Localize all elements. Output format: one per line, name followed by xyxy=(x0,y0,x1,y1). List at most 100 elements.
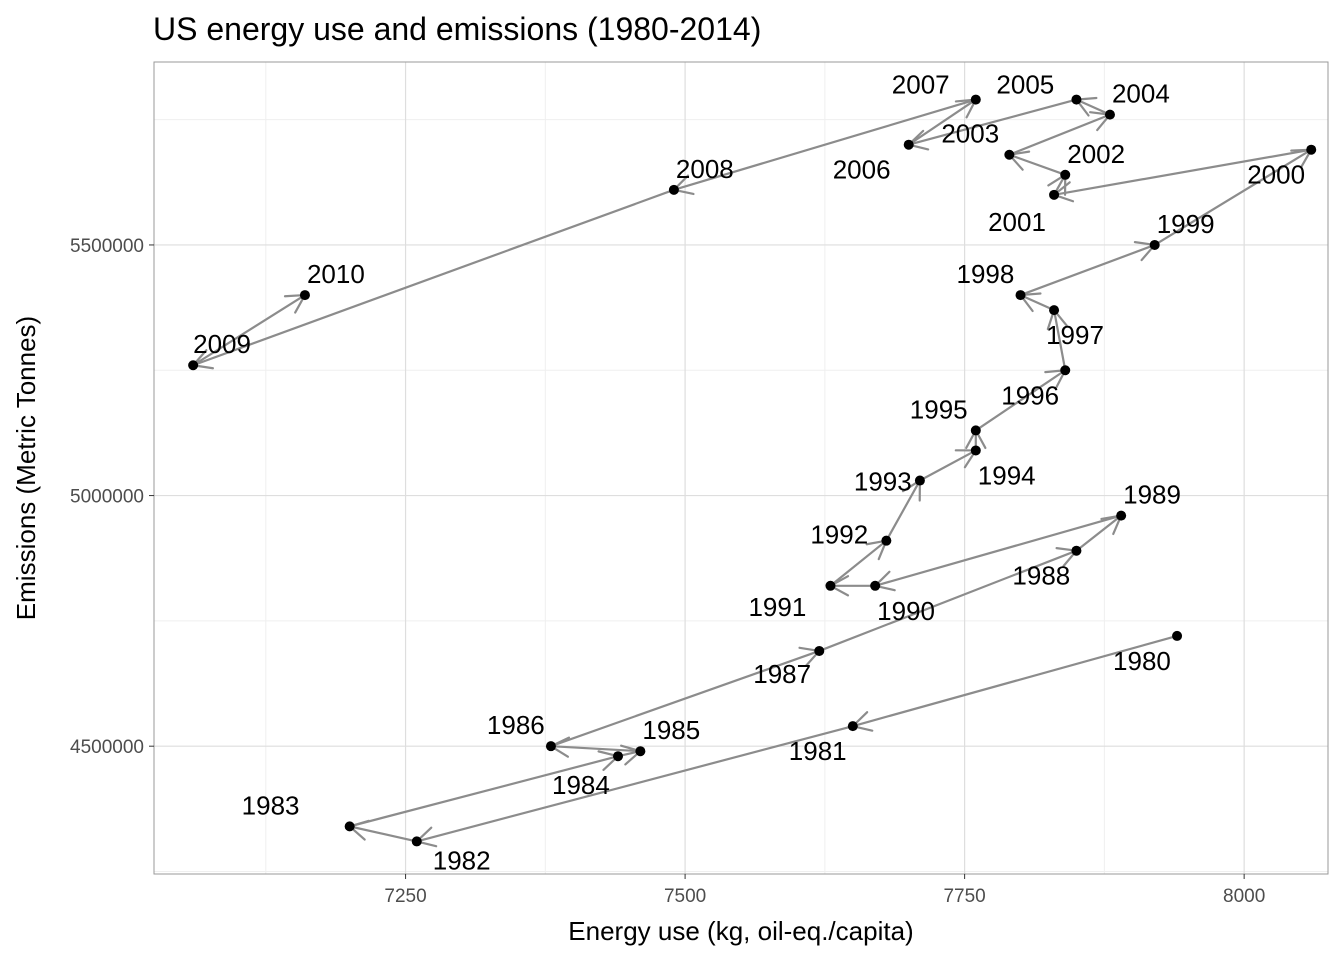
data-label: 1990 xyxy=(877,596,935,626)
data-label: 1980 xyxy=(1113,646,1171,676)
data-point xyxy=(668,184,679,195)
path-segment xyxy=(818,549,1078,653)
y-tick-label: 5000000 xyxy=(70,487,144,508)
path-segment xyxy=(907,98,977,146)
path-segment xyxy=(1019,243,1156,297)
data-point xyxy=(545,741,556,752)
data-label: 1999 xyxy=(1157,209,1215,239)
data-label: 2003 xyxy=(941,119,999,149)
data-label: 1981 xyxy=(789,736,847,766)
path-segment xyxy=(1075,514,1123,552)
path-segment xyxy=(907,98,1078,146)
data-label: 1985 xyxy=(642,715,700,745)
data-label: 1998 xyxy=(957,259,1015,289)
data-point xyxy=(870,580,881,591)
data-point xyxy=(1116,510,1127,521)
data-point xyxy=(1149,239,1160,250)
data-label: 2009 xyxy=(193,329,251,359)
data-point xyxy=(970,425,981,436)
path-segment xyxy=(851,634,1179,728)
data-label: 1986 xyxy=(487,710,545,740)
x-tick-label: 8000 xyxy=(1223,886,1265,907)
data-point xyxy=(914,475,925,486)
panel-border xyxy=(153,61,1329,875)
data-point xyxy=(1172,630,1183,641)
data-label: 1991 xyxy=(748,592,806,622)
ticks-layer: 7250 7500 7750 8000 4500000 5000000 5500000 xyxy=(70,236,1265,907)
labels-layer: 1980 1981 1982 1983 1984 1985 1986 1987 1988 1989… xyxy=(193,70,1305,876)
data-label: 1996 xyxy=(1001,380,1059,410)
data-label: 1988 xyxy=(1012,561,1070,591)
y-tick-label: 4500000 xyxy=(70,737,144,758)
data-label: 1987 xyxy=(753,659,811,689)
data-point xyxy=(970,445,981,456)
path-segment xyxy=(415,725,854,843)
points-layer xyxy=(188,94,1317,847)
data-label: 2007 xyxy=(892,70,950,100)
path-segment xyxy=(348,825,418,843)
data-label: 1982 xyxy=(433,845,491,875)
data-point xyxy=(188,360,199,371)
data-point xyxy=(1306,144,1317,155)
data-point xyxy=(1049,189,1060,200)
data-label: 2005 xyxy=(996,70,1054,100)
path-segment xyxy=(549,649,821,748)
data-point xyxy=(1060,169,1071,180)
data-label: 1997 xyxy=(1046,320,1104,350)
data-label: 2006 xyxy=(833,155,891,185)
x-tick-label: 7750 xyxy=(943,886,985,907)
path-segment xyxy=(829,539,888,587)
data-point xyxy=(1049,305,1060,316)
y-tick-label: 5500000 xyxy=(70,236,144,257)
x-tick-label: 7500 xyxy=(664,886,706,907)
data-point xyxy=(1071,545,1082,556)
data-point xyxy=(1104,109,1115,120)
data-label: 1993 xyxy=(854,467,912,497)
data-label: 1992 xyxy=(810,520,868,550)
chart-title: US energy use and emissions (1980-2014) xyxy=(153,11,761,47)
grid-layer xyxy=(154,62,1328,874)
path-segment xyxy=(1052,309,1067,372)
y-axis-title: Emissions (Metric Tonnes) xyxy=(11,316,41,620)
path-segment xyxy=(348,755,620,828)
data-label: 2010 xyxy=(307,259,365,289)
data-point xyxy=(299,290,310,301)
data-label: 2002 xyxy=(1067,139,1125,169)
data-label: 2000 xyxy=(1247,160,1305,190)
data-point xyxy=(613,751,624,762)
data-label: 1989 xyxy=(1123,480,1181,510)
path-segment xyxy=(1019,293,1056,312)
path-segment xyxy=(885,479,921,542)
data-point xyxy=(1060,365,1071,376)
path-segment xyxy=(1008,153,1067,176)
path-layer xyxy=(192,96,1313,848)
data-point xyxy=(1004,149,1015,160)
data-point xyxy=(1071,94,1082,105)
data-point xyxy=(814,645,825,656)
path-segment xyxy=(192,293,307,367)
x-axis-title: Energy use (kg, oil-eq./capita) xyxy=(568,916,913,946)
data-label: 2001 xyxy=(988,207,1046,237)
path-segment xyxy=(672,98,977,191)
data-point xyxy=(903,139,914,150)
data-point xyxy=(411,836,422,847)
data-point xyxy=(881,535,892,546)
data-label: 2008 xyxy=(676,154,734,184)
path-segment xyxy=(918,449,977,482)
data-label: 1994 xyxy=(978,460,1036,490)
path-segment xyxy=(874,514,1123,587)
data-point xyxy=(847,721,858,732)
path-segment xyxy=(549,745,642,753)
data-point xyxy=(825,580,836,591)
data-point xyxy=(1015,290,1026,301)
data-label: 2004 xyxy=(1112,79,1170,109)
path-segment xyxy=(1075,98,1112,116)
path-segment xyxy=(1008,113,1112,156)
data-point xyxy=(970,94,981,105)
path-segment xyxy=(1153,148,1313,247)
path-segment xyxy=(192,188,676,367)
data-label: 1983 xyxy=(242,790,300,820)
path-segment xyxy=(974,369,1067,432)
